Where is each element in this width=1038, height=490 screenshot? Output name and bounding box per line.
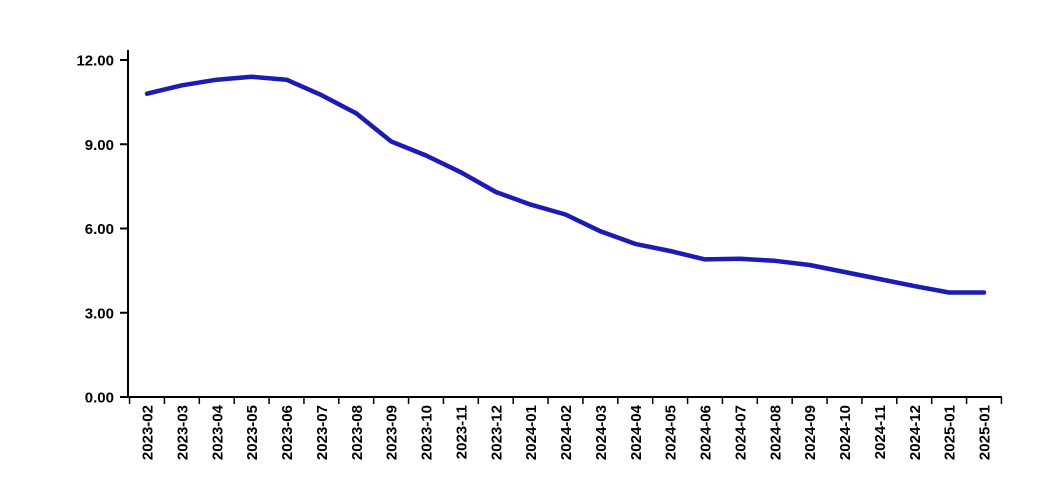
- x-axis-tick-label: 2024-07: [732, 405, 749, 460]
- x-axis-tick-label: 2023-07: [314, 405, 331, 460]
- x-axis-tick-label: 2023-03: [174, 405, 191, 460]
- x-axis-tick-label: 2023-09: [384, 405, 401, 460]
- x-axis-tick-label: 2024-01: [523, 405, 540, 460]
- x-axis-tick-label: 2024-03: [593, 405, 610, 460]
- y-axis-tick-label: 6.00: [85, 221, 114, 238]
- x-axis-tick-label: 2023-11: [453, 405, 470, 459]
- x-axis-tick-label: 2024-06: [698, 405, 715, 460]
- x-axis-tick-label: 2024-05: [663, 405, 680, 460]
- y-axis-tick-label: 9.00: [85, 137, 114, 154]
- y-axis-tick-label: 3.00: [85, 305, 114, 322]
- x-axis-tick-label: 2024-08: [767, 405, 784, 460]
- x-axis-tick-label: 2025-01: [977, 405, 994, 460]
- x-axis-tick-label: 2024-02: [558, 405, 575, 460]
- x-axis-tick-label: 2023-05: [244, 405, 261, 460]
- y-axis-tick-label: 12.00: [76, 53, 114, 70]
- x-axis-tick-label: 2023-06: [279, 405, 296, 460]
- x-axis-tick-label: 2023-08: [349, 405, 366, 460]
- x-axis-tick-label: 2023-04: [209, 404, 226, 460]
- y-axis-tick-label: 0.00: [85, 390, 114, 407]
- x-axis-tick-label: 2024-09: [802, 405, 819, 460]
- x-axis-tick-label: 2023-10: [419, 405, 436, 460]
- x-axis-tick-label: 2024-12: [907, 405, 924, 460]
- x-axis-tick-label: 2023-12: [488, 405, 505, 460]
- x-axis-tick-label: 2024-10: [837, 405, 854, 460]
- x-axis-tick-label: 2025-01: [942, 405, 959, 460]
- x-axis-tick-label: 2023-02: [140, 405, 157, 460]
- x-axis-tick-label: 2024-04: [628, 404, 645, 460]
- data-line: [144, 74, 987, 295]
- x-axis-tick-label: 2024-11: [872, 405, 889, 459]
